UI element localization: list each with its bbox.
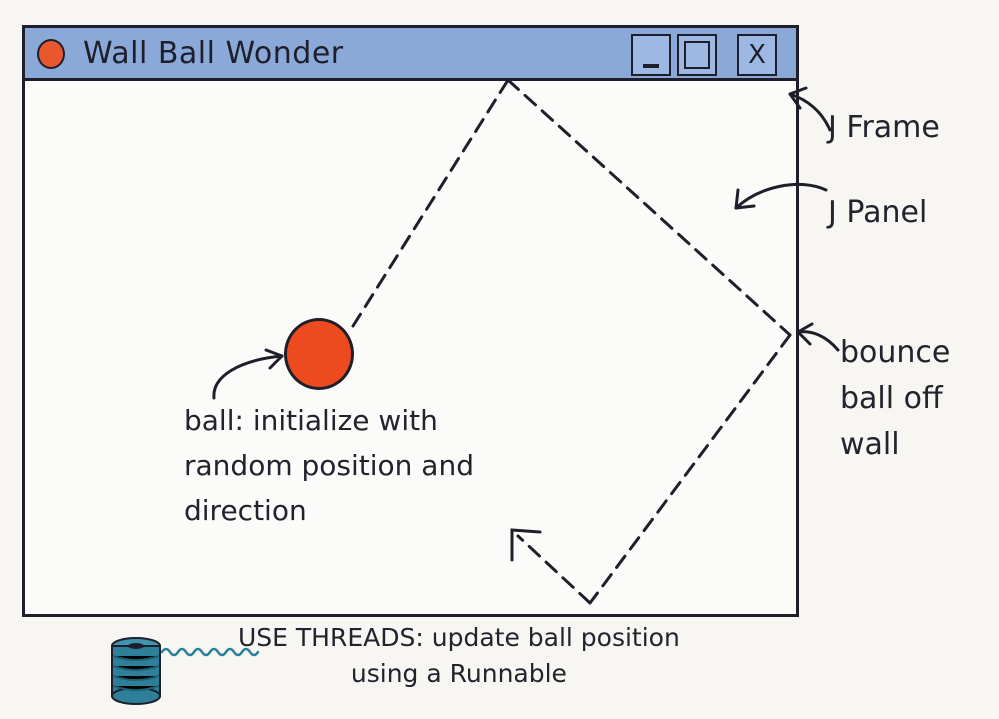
close-icon: X [748, 40, 766, 70]
jframe-label: J Frame [828, 110, 940, 145]
bounce-arrow [796, 330, 840, 352]
ball-arrow [212, 354, 284, 400]
close-button[interactable]: X [737, 34, 777, 76]
trajectory-arrowhead [510, 528, 542, 562]
thread-line [160, 647, 260, 657]
title-bar[interactable]: Wall Ball Wonder X [25, 28, 796, 81]
ball [284, 318, 354, 390]
thread-spool-icon [111, 637, 161, 705]
threads-label: USE THREADS: update ball position using … [238, 623, 680, 688]
ball-icon [37, 39, 65, 69]
window-title: Wall Ball Wonder [83, 36, 344, 71]
maximize-icon [684, 41, 710, 69]
trajectory-segment-2 [506, 78, 792, 337]
trajectory-segment-4 [516, 534, 592, 605]
jpanel-arrow [734, 183, 828, 210]
maximize-button[interactable] [677, 34, 717, 76]
bounce-label: bounce ball off wall [840, 335, 951, 462]
minimize-icon [643, 64, 659, 68]
jframe-arrow [788, 92, 832, 132]
jpanel-label: J Panel [828, 195, 928, 230]
jframe-window: Wall Ball Wonder X [22, 25, 799, 617]
trajectory-segment-3 [588, 333, 792, 605]
minimize-button[interactable] [631, 34, 671, 76]
ball-label: ball: initialize with random position an… [184, 404, 474, 527]
trajectory-segment-1 [351, 78, 510, 328]
